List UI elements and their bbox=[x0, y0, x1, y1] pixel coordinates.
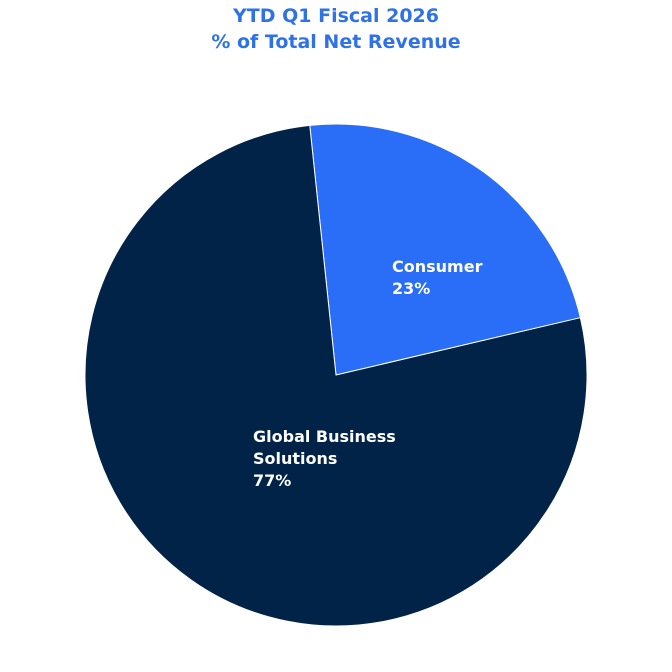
pie-slice bbox=[309, 123, 581, 376]
chart-subtitle: % of Total Net Revenue bbox=[211, 31, 460, 53]
slice-label: Global Business Solutions 77% bbox=[253, 426, 403, 492]
slice-label-text: Consumer 23% bbox=[392, 256, 542, 300]
pie-slice bbox=[84, 124, 588, 627]
value-label: 23% bbox=[392, 279, 431, 298]
category-label: Global Business Solutions bbox=[253, 427, 396, 468]
chart-title: YTD Q1 Fiscal 2026 bbox=[232, 5, 439, 27]
slice-label-text: Global Business Solutions 77% bbox=[253, 426, 403, 492]
category-label: Consumer bbox=[392, 257, 483, 276]
value-label: 77% bbox=[253, 471, 292, 490]
slice-label: Consumer 23% bbox=[392, 256, 542, 300]
